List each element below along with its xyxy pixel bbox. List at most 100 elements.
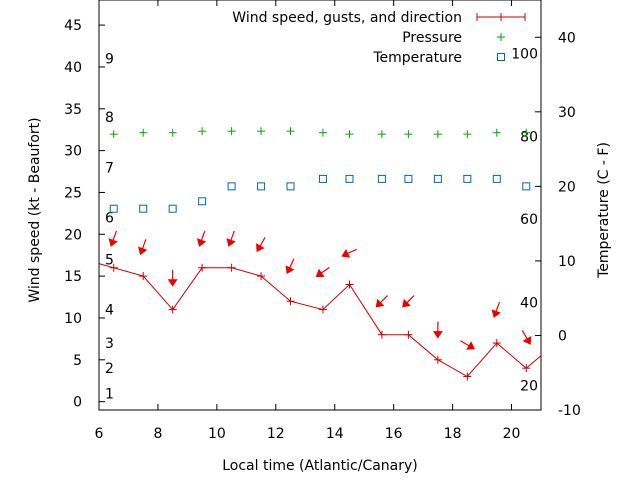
y-tick-label: 30 bbox=[64, 144, 82, 160]
wind-speed-point bbox=[139, 272, 148, 281]
temperature-point bbox=[318, 174, 327, 183]
pressure-point bbox=[318, 128, 327, 137]
temperature-point bbox=[404, 174, 413, 183]
wind-direction-arrow bbox=[402, 295, 415, 308]
pressure-point bbox=[345, 130, 354, 139]
wind-speed-point bbox=[345, 280, 354, 289]
pressure-point bbox=[433, 130, 442, 139]
beaufort-label: 5 bbox=[105, 252, 114, 268]
beaufort-label: 1 bbox=[105, 386, 114, 402]
tick-labels: 6 8 10 12 14 16 18 20051015202530354045-1001020… bbox=[64, 18, 581, 442]
x-tick-label: 18 bbox=[444, 426, 462, 442]
pressure-point bbox=[463, 130, 472, 139]
pressure-point bbox=[404, 130, 413, 139]
y-tick-label: 20 bbox=[64, 227, 82, 243]
x-tick-label: 12 bbox=[267, 426, 285, 442]
y2-tick-label: 20 bbox=[558, 179, 576, 195]
beaufort-label: 3 bbox=[105, 336, 114, 352]
scale-annotations: 1 2 3 4 5 6 7 8 9 20 40 60 80 100 bbox=[105, 47, 538, 403]
legend-symbol bbox=[497, 53, 505, 61]
wind-direction-arrow bbox=[491, 301, 501, 318]
temperature-point bbox=[198, 197, 207, 206]
wind-direction-arrow bbox=[460, 340, 476, 350]
wind-speed-point bbox=[377, 330, 386, 339]
fahrenheit-label: 100 bbox=[511, 47, 538, 63]
pressure-point bbox=[257, 127, 266, 136]
beaufort-label: 4 bbox=[105, 303, 114, 319]
y2-tick-label: 0 bbox=[558, 328, 567, 344]
pressure-point bbox=[522, 128, 531, 137]
x-tick-label: 20 bbox=[503, 426, 521, 442]
x-tick-label: 10 bbox=[208, 426, 226, 442]
y-tick-label: 5 bbox=[73, 353, 82, 369]
wind-direction-arrow bbox=[315, 266, 330, 278]
wind-direction-arrow bbox=[138, 239, 148, 256]
x-tick-label: 8 bbox=[153, 426, 162, 442]
wind-speed-point bbox=[318, 305, 327, 314]
temperature-point bbox=[522, 182, 531, 191]
temperature-point bbox=[168, 204, 177, 213]
fahrenheit-label: 40 bbox=[520, 296, 538, 312]
y-tick-label: 40 bbox=[64, 60, 82, 76]
temperature-point bbox=[227, 182, 236, 191]
legend-symbol bbox=[497, 33, 505, 41]
beaufort-label: 2 bbox=[105, 361, 114, 377]
wind-direction-arrow bbox=[341, 248, 357, 258]
tick-marks bbox=[98, 0, 541, 411]
wind-direction-arrow bbox=[256, 237, 266, 253]
wind-speed-point bbox=[198, 263, 207, 272]
temperature-point bbox=[139, 204, 148, 213]
x-tick-label: 14 bbox=[326, 426, 344, 442]
temperature-point bbox=[433, 174, 442, 183]
plot-frame bbox=[98, 0, 542, 411]
wind-direction-arrow bbox=[196, 230, 207, 247]
beaufort-label: 7 bbox=[105, 160, 114, 176]
pressure-point bbox=[377, 130, 386, 139]
wind-speed-point bbox=[257, 272, 266, 281]
temperature-point bbox=[109, 204, 118, 213]
legend-label: Pressure bbox=[402, 30, 462, 46]
wind-direction-arrow bbox=[432, 321, 443, 339]
pressure-point bbox=[139, 128, 148, 137]
y-tick-label: 35 bbox=[64, 102, 82, 118]
temperature-point bbox=[286, 182, 295, 191]
x-axis-label: Local time (Atlantic/Canary) bbox=[222, 458, 418, 474]
fahrenheit-label: 80 bbox=[520, 129, 538, 145]
legend-label: Wind speed, gusts, and direction bbox=[232, 10, 462, 26]
y-tick-label: 15 bbox=[64, 269, 82, 285]
legend-label: Temperature bbox=[372, 50, 462, 66]
temperature-point bbox=[377, 174, 386, 183]
wind-speed-point bbox=[404, 330, 413, 339]
legend-symbol bbox=[476, 13, 526, 21]
wind-direction-arrow bbox=[521, 329, 532, 345]
fahrenheit-label: 60 bbox=[520, 212, 538, 228]
wind-speed-point bbox=[168, 305, 177, 314]
y-tick-label: 25 bbox=[64, 185, 82, 201]
fahrenheit-label: 20 bbox=[520, 378, 538, 394]
pressure-point bbox=[168, 128, 177, 137]
temperature-point bbox=[463, 174, 472, 183]
pressure-point bbox=[198, 127, 207, 136]
wind-speed-point bbox=[109, 263, 118, 272]
beaufort-label: 8 bbox=[105, 110, 114, 126]
legend: Wind speed, gusts, and direction Pressure… bbox=[232, 10, 526, 66]
y-tick-label: 45 bbox=[64, 18, 82, 34]
y-tick-label: 0 bbox=[73, 395, 82, 411]
temperature-point bbox=[345, 174, 354, 183]
wind-speed-point bbox=[286, 297, 295, 306]
wind-speed-point bbox=[492, 339, 501, 348]
y2-tick-label: -10 bbox=[558, 403, 581, 419]
pressure-point bbox=[109, 130, 118, 139]
pressure-point bbox=[492, 128, 501, 137]
y2-tick-label: 40 bbox=[558, 30, 576, 46]
pressure-point bbox=[286, 127, 295, 136]
beaufort-label: 6 bbox=[105, 211, 114, 227]
wind-speed-line bbox=[98, 263, 542, 378]
wind-direction-arrow bbox=[167, 269, 178, 287]
series-marks bbox=[98, 127, 542, 381]
x-tick-label: 16 bbox=[385, 426, 403, 442]
wind-direction-arrow bbox=[285, 258, 295, 275]
pressure-point bbox=[227, 127, 236, 136]
temperature-point bbox=[492, 174, 501, 183]
